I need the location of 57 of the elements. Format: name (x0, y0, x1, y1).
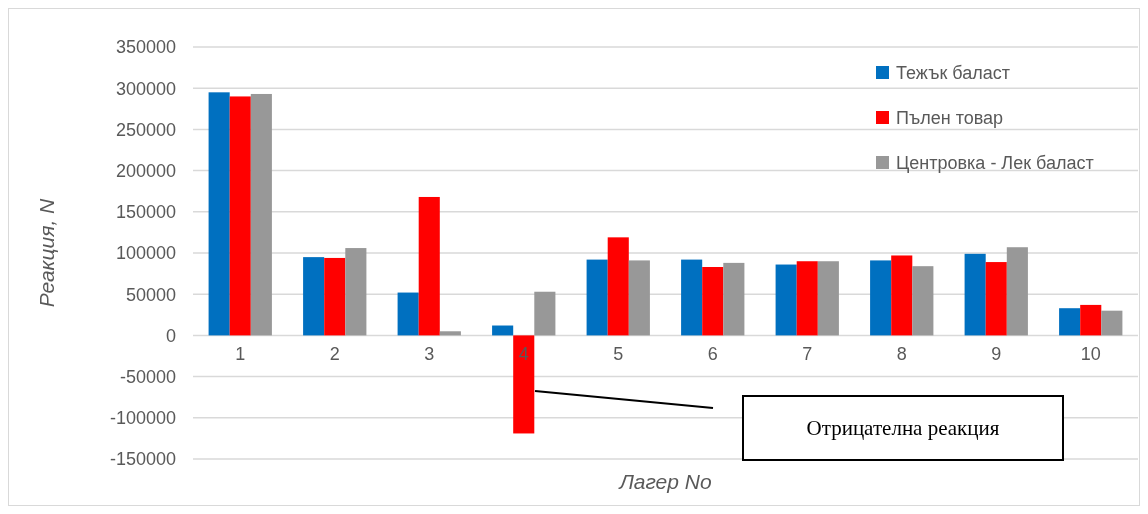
x-tick-label: 1 (235, 344, 246, 365)
bar (912, 266, 934, 336)
y-tick-label: -150000 (109, 449, 176, 470)
x-tick-label: 8 (896, 344, 907, 365)
bar (345, 248, 367, 336)
y-tick-label: 150000 (115, 202, 176, 223)
y-tick-label: 300000 (115, 78, 176, 99)
bar (796, 261, 818, 336)
bar (513, 335, 535, 434)
bar (964, 253, 986, 336)
bar (870, 260, 892, 336)
bar (303, 257, 325, 336)
bar (229, 96, 251, 336)
bar (723, 262, 745, 336)
y-tick-label: -50000 (119, 366, 176, 387)
y-tick-label: 350000 (115, 37, 176, 58)
y-tick-label: 200000 (115, 160, 176, 181)
x-tick-label: 3 (424, 344, 435, 365)
x-tick-label: 7 (802, 344, 813, 365)
bar (775, 264, 797, 336)
bar (607, 237, 629, 336)
y-tick-label: -100000 (109, 408, 176, 429)
legend-label: Тежък баласт (896, 63, 1011, 84)
bar (817, 261, 839, 336)
bar (1059, 308, 1081, 336)
bar (702, 267, 724, 336)
y-tick-label: 50000 (125, 284, 176, 305)
y-tick-label: 250000 (115, 119, 176, 140)
bar (397, 292, 419, 336)
legend-label: Пълен товар (896, 108, 1004, 129)
bar (1006, 247, 1028, 336)
y-tick-label: 0 (165, 325, 176, 346)
y-axis-title: Реакция, N (35, 197, 58, 308)
y-tick-label: 100000 (115, 243, 176, 264)
bar (586, 259, 608, 336)
x-tick-label: 5 (613, 344, 624, 365)
x-tick-label: 2 (329, 344, 340, 365)
legend-label: Центровка - Лек баласт (896, 153, 1094, 174)
bar (439, 331, 461, 336)
bar (492, 325, 514, 336)
bar (534, 291, 556, 336)
annotation: Отрицателна реакция (806, 416, 1000, 441)
x-tick-label: 10 (1080, 344, 1101, 365)
bar (1101, 310, 1123, 336)
bar (985, 262, 1007, 336)
bar (418, 196, 440, 336)
bar (628, 260, 650, 336)
x-tick-label: 9 (991, 344, 1002, 365)
x-tick-label: 4 (518, 344, 529, 365)
bar (1080, 304, 1102, 336)
x-axis-title: Лагер No (617, 470, 712, 493)
bar (891, 255, 913, 336)
bar (681, 259, 703, 336)
bar (324, 257, 346, 336)
bar (250, 93, 272, 336)
bar (208, 92, 230, 336)
x-tick-label: 6 (707, 344, 718, 365)
